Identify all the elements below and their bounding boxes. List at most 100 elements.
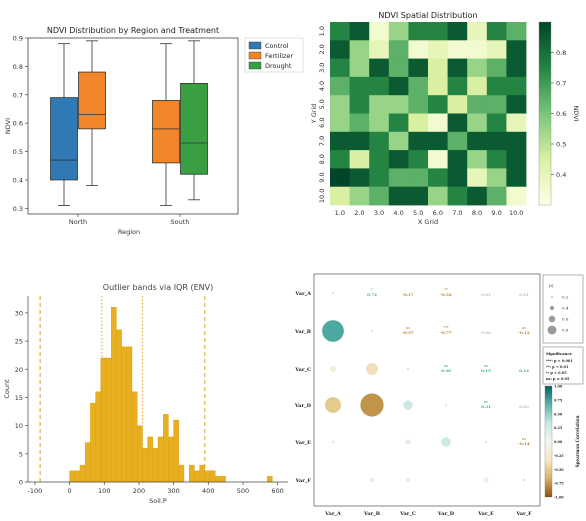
heatmap-cell [408,150,429,169]
boxplot-ytick-label: 0.9 [13,35,23,43]
histogram-ytick-label: 0 [19,479,23,487]
corr-colorbar-label: -0.25 [554,454,564,458]
corr-ytick-label: Var_E [294,440,311,446]
corr-colorbar-label: -1.00 [554,496,564,500]
heatmap-ytick-label: 10.0 [318,189,326,203]
heatmap-ytick-label: 4.0 [318,81,326,91]
boxplot-legend-swatch [248,51,262,60]
heatmap-cell [369,131,390,151]
corr-value-label: 0.12 [519,368,529,373]
corr-xtick-label: Var_F [515,511,532,517]
heatmap-colorbar-label: 0.4 [556,171,566,179]
boxplot-ytick-label: 0.4 [13,176,23,184]
corr-diagonal-dot [523,479,525,481]
corr-value-label: 0.31 [481,404,491,409]
heatmap-cell [486,186,507,206]
heatmap-cell [486,58,507,78]
heatmap-cell [506,113,527,133]
heatmap-cell [467,58,488,78]
heatmap-cell [447,76,468,96]
heatmap-cell [467,113,488,133]
heatmap-colorbar-title: NDVI [572,105,580,121]
boxplot-box [78,71,106,130]
heatmap-ytick-label: 8.0 [318,154,326,164]
corr-xtick-label: Var_E [477,511,494,517]
corr-bubble [403,400,413,410]
corr-colorbar-label: -0.50 [554,468,564,472]
heatmap-cell [428,22,448,41]
corr-colorbar-label: 0.50 [554,412,563,416]
histogram-xtick-label: 0 [68,487,72,495]
histogram-bar [157,436,164,483]
histogram-bar [162,414,169,483]
heatmap-cell [428,76,448,96]
corr-significance-label: **: p < 0.01 [546,365,569,369]
heatmap-cell [408,58,429,78]
heatmap-cell [447,40,468,59]
corr-bubble [406,478,410,482]
boxplot-legend-label: Drought [265,62,292,70]
boxplot-ytick-label: 0.6 [13,120,23,128]
heatmap-xtick-label: 10.0 [509,209,523,217]
heatmap-cell [388,113,409,133]
corr-colorbar-label: 0.00 [554,440,563,444]
heatmap-ylabel: Y Grid [310,104,318,125]
heatmap-cell [467,95,488,114]
heatmap-cell [467,40,488,59]
histogram-bar [267,476,273,483]
heatmap-ytick-label: 7.0 [318,136,326,146]
corr-bubble [325,397,341,413]
corr-bubble [483,477,489,483]
histogram-bar [214,476,221,483]
heatmap-xtick-label: 3.0 [374,209,384,217]
histogram-ytick-label: 10 [15,422,23,430]
heatmap-cell [428,168,448,188]
boxplot-ytick-label: 0.7 [13,91,23,99]
heatmap-cell [388,95,409,114]
boxplot-box [50,97,78,181]
boxplot-box [180,83,208,175]
corr-size-legend-label: 0.8 [562,328,569,333]
heatmap-cell [486,95,507,114]
corr-colorbar-label: 0.25 [554,426,563,430]
heatmap-xtick-label: 6.0 [433,209,443,217]
boxplot-legend-swatch [248,41,262,50]
corr-size-legend-dot [548,315,556,323]
boxplot-legend-label: Control [265,42,289,50]
histogram-bar [178,464,185,483]
heatmap-cell [408,113,429,133]
corr-significance-label: *: p < 0.05 [546,371,567,375]
heatmap-cell [506,186,527,206]
histogram-ytick-label: 5 [19,450,23,458]
corr-diagonal-dot [485,441,487,443]
histogram-bar [95,391,101,483]
heatmap-cell [486,131,507,151]
heatmap-cell [506,168,527,188]
heatmap-cell [349,22,370,41]
histogram-xtick-label: 400 [202,487,214,495]
corr-xtick-label: Var_A [324,511,341,517]
heatmap-cell [506,131,527,151]
corr-colorbar-label: 1.00 [554,385,563,389]
heatmap-cell [447,131,468,151]
heatmap-cell [486,22,507,41]
heatmap-cell [369,76,390,96]
heatmap-cell [330,113,350,133]
heatmap-cell [506,76,527,96]
histogram-bar [79,464,86,483]
corr-colorbar [544,385,553,498]
heatmap-cell [349,131,370,151]
heatmap-cell [388,168,409,188]
corr-ytick-label: Var_D [294,403,312,409]
corr-significance-stars: ns [444,364,448,368]
heatmap-cell [408,168,429,188]
heatmap-cell [408,186,429,206]
corr-bubble [405,439,411,445]
heatmap-cell [349,168,370,188]
corr-size-legend-label: 0.6 [562,317,569,322]
heatmap-cell [428,113,448,133]
corr-significance-legend [542,346,584,385]
heatmap-ytick-label: 3.0 [318,63,326,73]
heatmap-cell [408,131,429,151]
